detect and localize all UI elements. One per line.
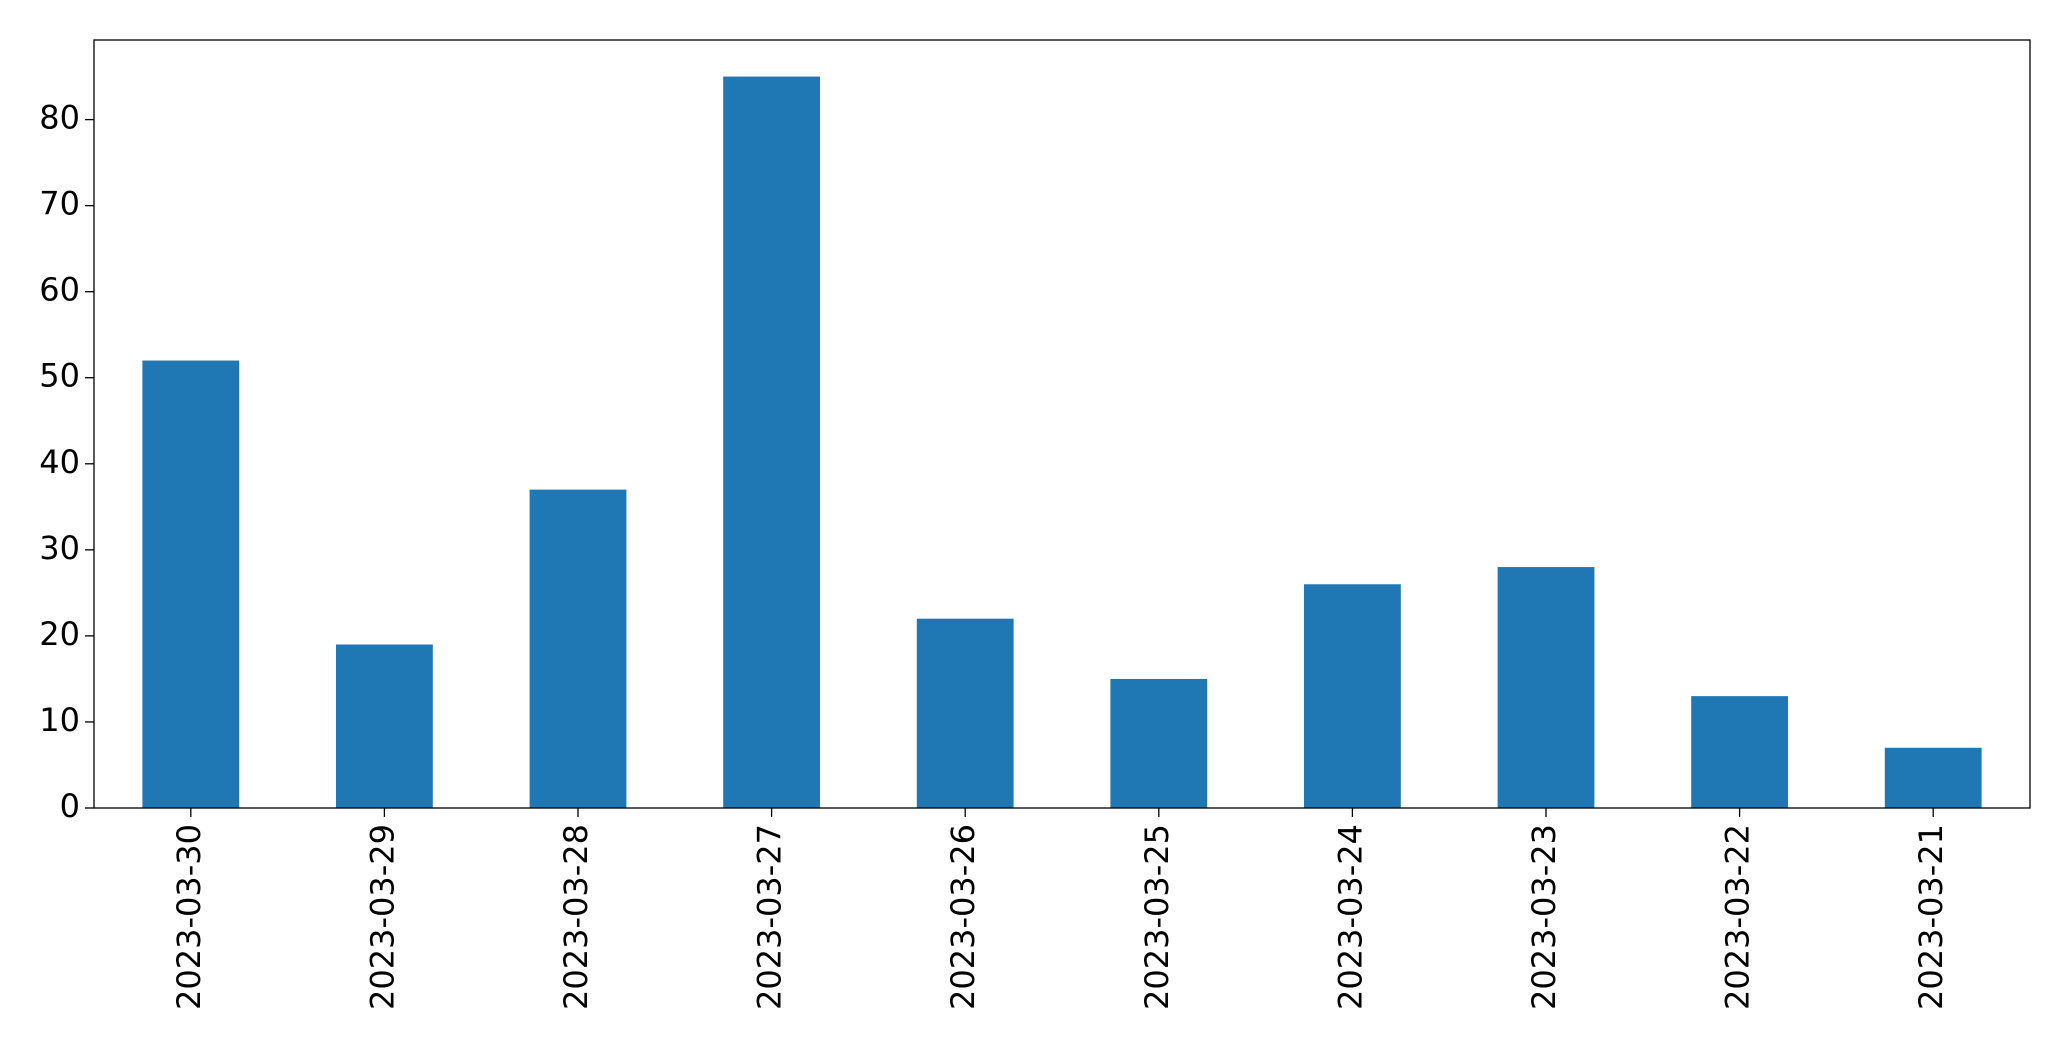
bar (1497, 567, 1595, 808)
x-tick-label: 2023-03-23 (1525, 824, 1563, 1010)
x-tick-label: 2023-03-30 (170, 824, 208, 1010)
y-tick-label: 60 (39, 271, 80, 309)
y-tick-label: 10 (39, 701, 80, 739)
x-tick-label: 2023-03-21 (1912, 824, 1950, 1010)
bar (1884, 747, 1982, 808)
bar (1304, 584, 1401, 808)
plot-frame (93, 39, 2031, 809)
bar (336, 644, 433, 808)
y-tick-label: 30 (39, 529, 80, 567)
x-tick-label: 2023-03-28 (557, 824, 595, 1010)
bar (916, 618, 1014, 808)
y-tick-label: 40 (39, 443, 80, 481)
bar (1691, 696, 1788, 808)
x-tick-label: 2023-03-26 (944, 824, 982, 1010)
x-tick-label: 2023-03-24 (1331, 824, 1369, 1010)
y-tick-label: 80 (39, 99, 80, 137)
x-tick-label: 2023-03-22 (1719, 824, 1757, 1010)
y-tick-label: 20 (39, 615, 80, 653)
bar (723, 76, 820, 809)
x-tick-label: 2023-03-25 (1138, 824, 1176, 1010)
x-tick-label: 2023-03-27 (751, 824, 789, 1010)
y-tick-label: 0 (60, 787, 80, 825)
bar (1110, 678, 1208, 808)
y-tick-label: 70 (39, 185, 80, 223)
bar (529, 489, 627, 808)
bar (142, 360, 240, 808)
y-tick-label: 50 (39, 357, 80, 395)
x-tick-label: 2023-03-29 (363, 824, 401, 1010)
